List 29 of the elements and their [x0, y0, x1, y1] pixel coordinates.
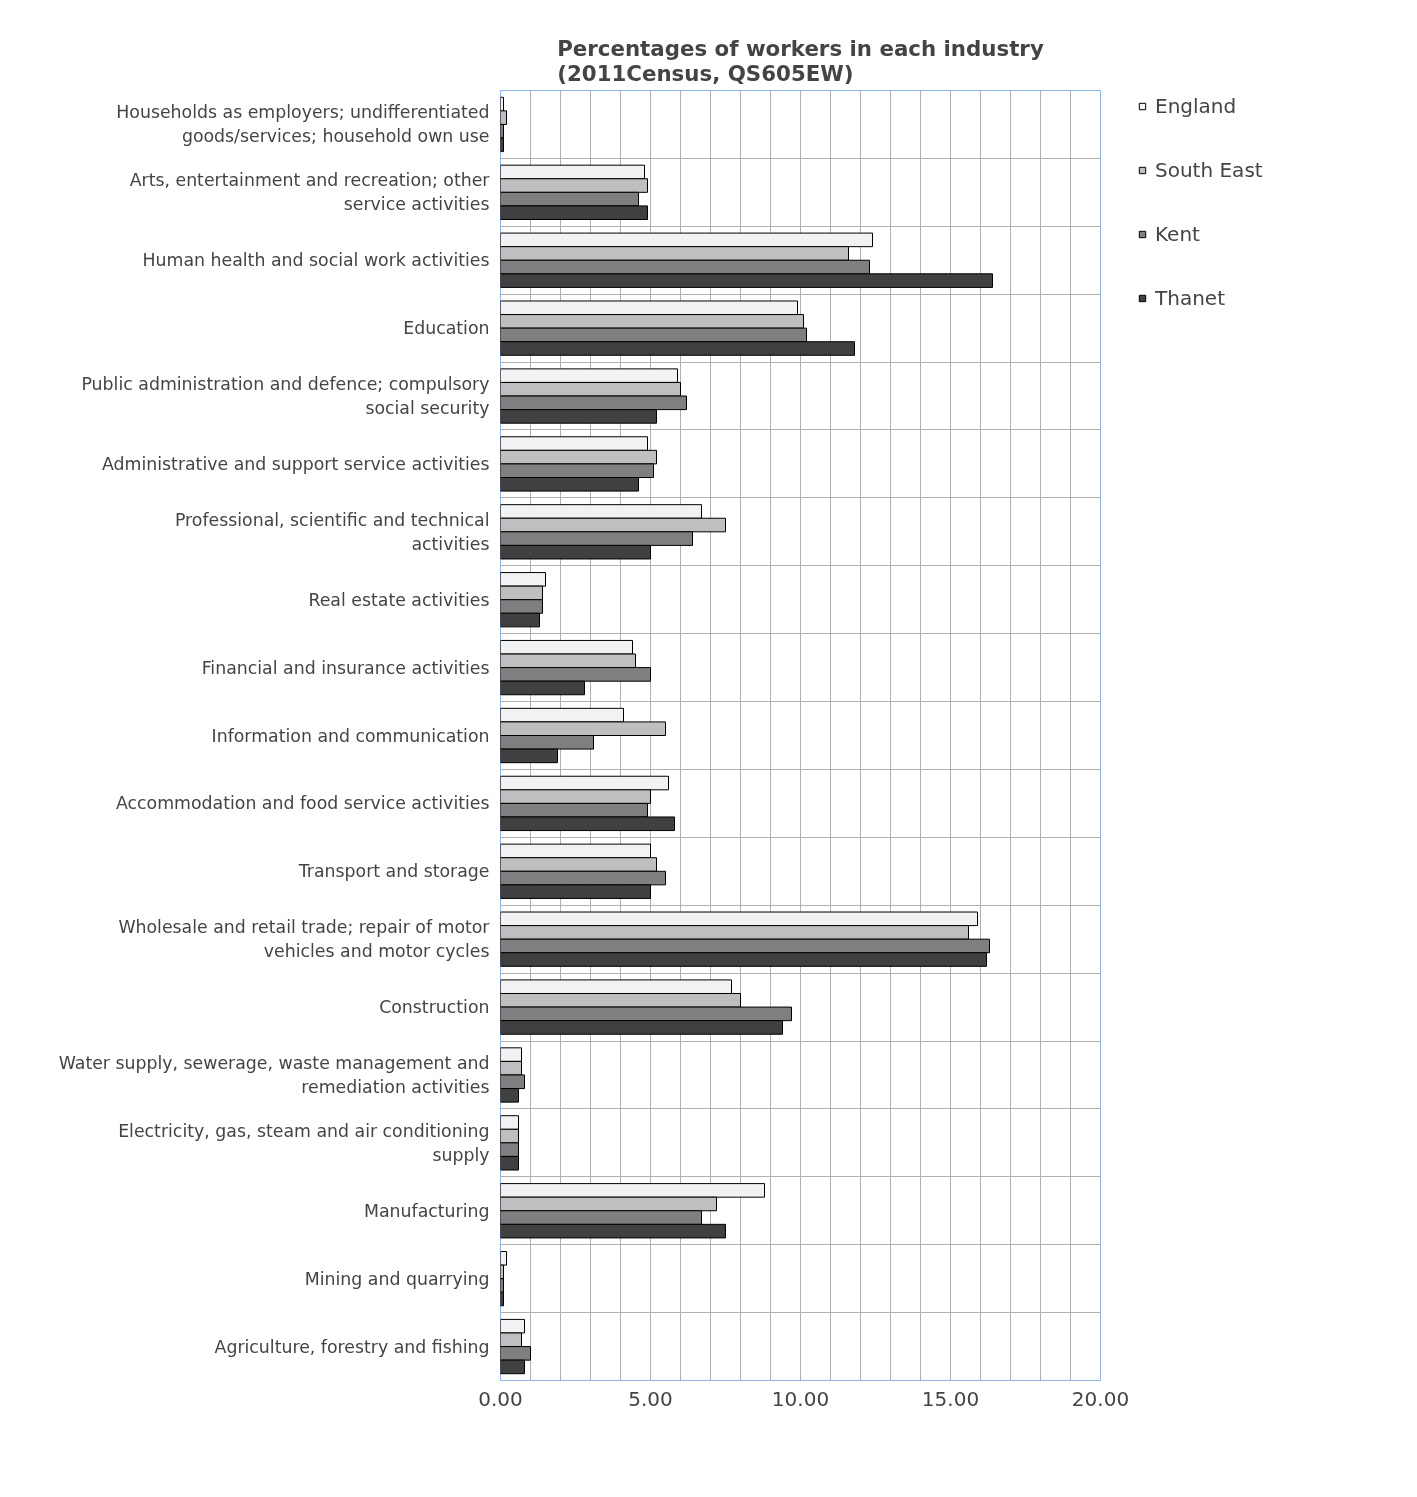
legend-label: South East — [1155, 158, 1263, 182]
x-tick-label: 15.00 — [921, 1386, 980, 1411]
y-tick-label: Water supply, sewerage, waste management and remediation activities — [58, 1052, 490, 1097]
chart-title: Percentages of workers in each industry (2011Census, QS605EW) — [557, 35, 1044, 86]
y-tick-label: Information and communication — [211, 725, 490, 746]
y-tick-label: Manufacturing — [364, 1200, 490, 1221]
y-tick-label: Human health and social work activities — [142, 250, 490, 271]
x-tick-label: 20.00 — [1071, 1386, 1130, 1411]
y-tick-label: Transport and storage — [297, 861, 490, 882]
y-tick-label: Administrative and support service activities — [102, 453, 490, 474]
y-tick-label: Accommodation and food service activities — [116, 793, 490, 814]
y-tick-label: Mining and quarrying — [304, 1268, 490, 1289]
y-tick-label: Households as employers; undifferentiated goods/services; household own use — [116, 102, 490, 147]
y-tick-label: Agriculture, forestry and fishing — [214, 1336, 490, 1357]
x-tick-label: 5.00 — [628, 1386, 673, 1411]
y-tick-label: Public administration and defence; compulsory social security — [81, 374, 490, 419]
y-tick-label: Arts, entertainment and recreation; other service activities — [129, 170, 491, 215]
y-tick-label: Construction — [379, 997, 490, 1018]
y-tick-label: Professional, scientific and technical activities — [174, 509, 490, 554]
y-tick-label: Electricity, gas, steam and air conditioning supply — [118, 1120, 490, 1165]
x-tick-label: 10.00 — [771, 1386, 830, 1411]
legend-label: Thanet — [1155, 286, 1225, 310]
x-tick-label: 0.00 — [478, 1386, 523, 1411]
y-tick-label: Education — [403, 318, 490, 339]
legend-label: England — [1155, 94, 1237, 118]
legend-label: Kent — [1155, 222, 1200, 246]
y-tick-label: Real estate activities — [308, 589, 490, 610]
y-tick-label: Wholesale and retail trade; repair of motor vehicles and motor cycles — [118, 917, 491, 962]
y-tick-label: Financial and insurance activities — [201, 657, 490, 678]
